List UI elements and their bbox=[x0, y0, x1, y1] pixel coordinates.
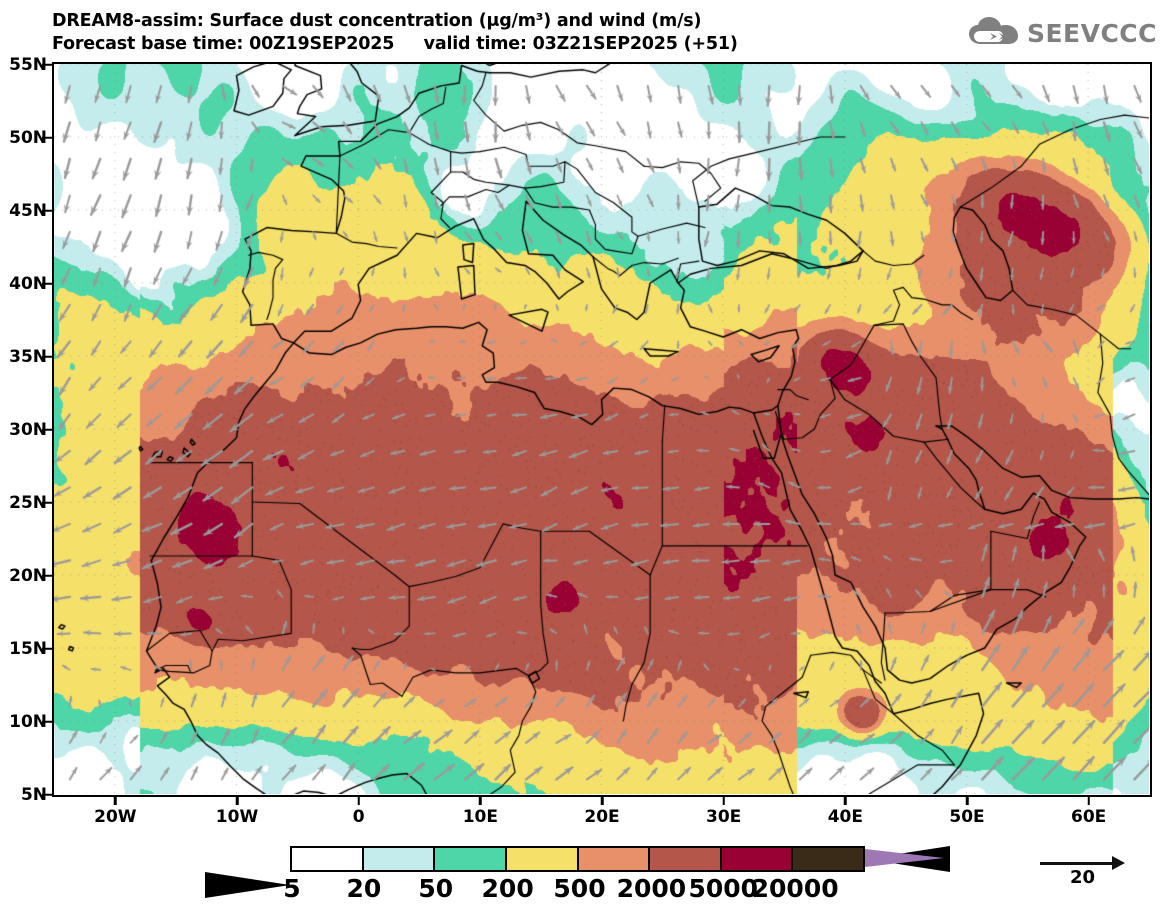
longitude-tick-label-30E: 30E bbox=[706, 807, 742, 827]
latitude-tick-mark bbox=[42, 574, 52, 577]
colorbar-band-6 bbox=[721, 848, 794, 870]
wind-scale-label: 20 bbox=[1070, 867, 1096, 888]
latitude-tick-label-15N: 15N bbox=[9, 638, 47, 659]
colorbar-label-20000: 20000 bbox=[751, 874, 839, 903]
colorbar-label-200: 200 bbox=[481, 874, 534, 903]
cloud-icon bbox=[968, 17, 1018, 44]
latitude-tick-mark bbox=[42, 282, 52, 285]
wind-arrow-shaft bbox=[1040, 862, 1118, 865]
page-title: DREAM8-assim: Surface dust concentration… bbox=[52, 11, 702, 31]
latitude-tick-mark bbox=[42, 136, 52, 139]
longitude-tick-label-10W: 10W bbox=[215, 807, 259, 827]
colorbar-band-0 bbox=[292, 848, 364, 870]
colorbar bbox=[205, 846, 950, 898]
colorbar-label-5000: 5000 bbox=[688, 874, 759, 903]
chart-header: DREAM8-assim: Surface dust concentration… bbox=[0, 0, 1165, 58]
map-plot-area bbox=[52, 62, 1152, 797]
latitude-tick-label-5N: 5N bbox=[20, 784, 47, 805]
latitude-tick-label-35N: 35N bbox=[9, 346, 47, 367]
longitude-tick-mark bbox=[235, 795, 239, 805]
longitude-tick-mark bbox=[1087, 795, 1090, 805]
latitude-tick-mark bbox=[42, 720, 52, 723]
longitude-tick-mark bbox=[357, 795, 360, 805]
colorbar-under-fill bbox=[209, 849, 288, 868]
longitude-tick-mark bbox=[479, 795, 482, 805]
longitude-tick-label-20W: 20W bbox=[94, 807, 137, 827]
longitude-tick-mark bbox=[600, 795, 604, 805]
colorbar-label-50: 50 bbox=[418, 874, 454, 903]
latitude-tick-mark bbox=[42, 355, 52, 358]
latitude-tick-mark bbox=[42, 63, 52, 66]
latitude-tick-label-30N: 30N bbox=[9, 419, 47, 440]
latitude-tick-label-20N: 20N bbox=[9, 565, 47, 586]
colorbar-band-3 bbox=[506, 848, 579, 870]
seevccc-logo: SEEVCCC bbox=[968, 14, 1157, 52]
colorbar-band-2 bbox=[435, 848, 507, 870]
latitude-tick-mark bbox=[42, 501, 52, 504]
colorbar-over-fill bbox=[865, 849, 944, 868]
latitude-tick-mark bbox=[42, 793, 52, 796]
longitude-tick-label-40E: 40E bbox=[827, 807, 863, 827]
colorbar-label-2000: 2000 bbox=[616, 874, 687, 903]
longitude-tick-mark bbox=[114, 795, 117, 805]
latitude-tick-label-45N: 45N bbox=[9, 200, 47, 221]
logo-text: SEEVCCC bbox=[1026, 18, 1157, 48]
colorbar-label-5: 5 bbox=[283, 874, 301, 903]
forecast-time-subtitle: Forecast base time: 00Z19SEP2025 valid t… bbox=[52, 34, 738, 54]
longitude-tick-mark bbox=[965, 795, 969, 805]
longitude-tick-mark bbox=[722, 795, 725, 805]
longitude-tick-mark bbox=[844, 795, 847, 805]
colorbar-band-1 bbox=[363, 848, 436, 870]
colorbar-label-20: 20 bbox=[346, 874, 382, 903]
latitude-tick-label-50N: 50N bbox=[9, 127, 47, 148]
colorbar-bands bbox=[290, 846, 865, 872]
colorbar-band-4 bbox=[578, 848, 651, 870]
colorbar-band-5 bbox=[650, 848, 722, 870]
colorbar-over-cap bbox=[205, 872, 950, 898]
latitude-tick-label-10N: 10N bbox=[9, 711, 47, 732]
colorbar-band-7 bbox=[793, 848, 863, 870]
wind-scale-reference: 20 bbox=[1040, 852, 1145, 892]
latitude-tick-label-25N: 25N bbox=[9, 492, 47, 513]
longitude-tick-label-20E: 20E bbox=[584, 807, 620, 827]
longitude-tick-label-10E: 10E bbox=[462, 807, 498, 827]
latitude-tick-mark bbox=[42, 428, 52, 431]
longitude-tick-label-0: 0 bbox=[352, 807, 365, 827]
latitude-tick-mark bbox=[42, 209, 52, 212]
longitude-tick-label-60E: 60E bbox=[1071, 807, 1107, 827]
longitude-tick-label-50E: 50E bbox=[949, 807, 985, 827]
arrow-right-icon bbox=[1112, 855, 1125, 870]
latitude-tick-label-55N: 55N bbox=[9, 54, 47, 75]
colorbar-label-500: 500 bbox=[553, 874, 606, 903]
dust-concentration-map bbox=[54, 64, 1149, 794]
latitude-tick-label-40N: 40N bbox=[9, 273, 47, 294]
latitude-tick-mark bbox=[42, 647, 52, 650]
